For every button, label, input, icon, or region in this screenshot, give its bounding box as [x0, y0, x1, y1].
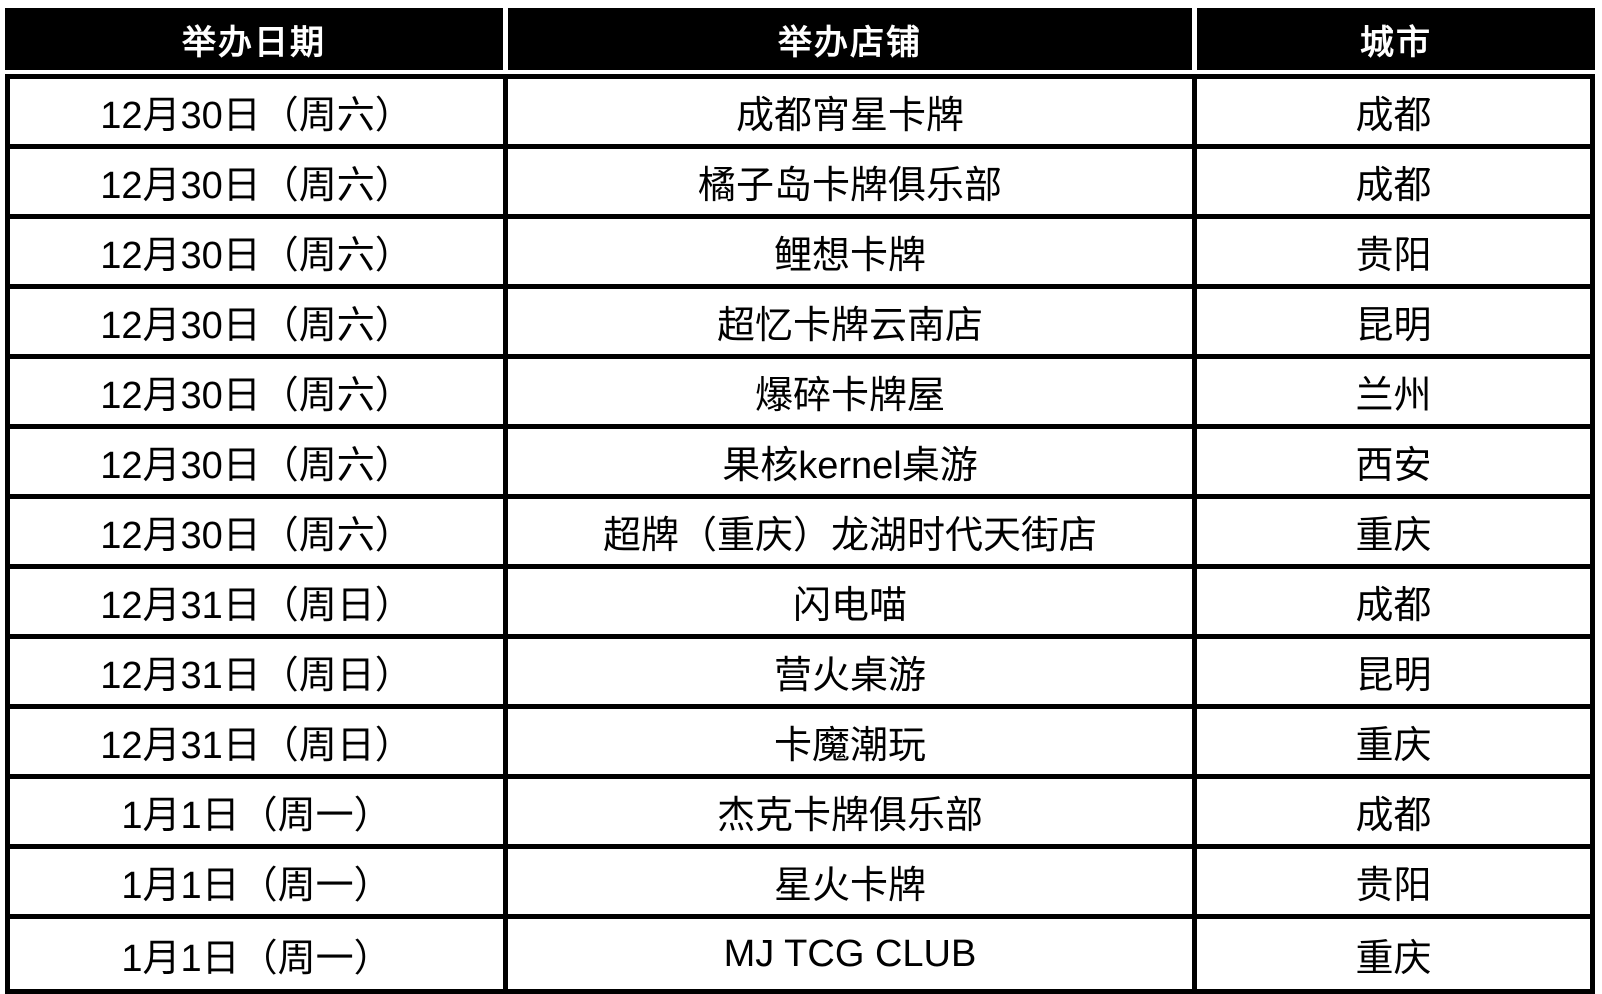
table-row: 12月30日（周六） 成都宵星卡牌 成都	[10, 79, 1590, 149]
cell-store: 成都宵星卡牌	[508, 79, 1197, 149]
cell-store: MJ TCG CLUB	[508, 919, 1197, 989]
cell-store: 星火卡牌	[508, 849, 1197, 919]
cell-city: 重庆	[1197, 709, 1590, 779]
cell-city: 成都	[1197, 569, 1590, 639]
table-row: 12月31日（周日） 营火桌游 昆明	[10, 639, 1590, 709]
cell-city: 成都	[1197, 79, 1590, 149]
cell-city: 重庆	[1197, 499, 1590, 569]
cell-store: 超牌（重庆）龙湖时代天街店	[508, 499, 1197, 569]
cell-store: 果核kernel桌游	[508, 429, 1197, 499]
cell-date: 12月31日（周日）	[10, 709, 508, 779]
cell-date: 12月30日（周六）	[10, 499, 508, 569]
cell-city: 昆明	[1197, 639, 1590, 709]
cell-date: 1月1日（周一）	[10, 849, 508, 919]
cell-date: 12月30日（周六）	[10, 359, 508, 429]
cell-date: 12月30日（周六）	[10, 79, 508, 149]
table-row: 12月31日（周日） 卡魔潮玩 重庆	[10, 709, 1590, 779]
column-header-date: 举办日期	[5, 8, 508, 70]
table-row: 12月30日（周六） 鲤想卡牌 贵阳	[10, 219, 1590, 289]
cell-city: 成都	[1197, 779, 1590, 849]
cell-date: 1月1日（周一）	[10, 919, 508, 989]
cell-city: 西安	[1197, 429, 1590, 499]
cell-store: 杰克卡牌俱乐部	[508, 779, 1197, 849]
cell-store: 闪电喵	[508, 569, 1197, 639]
cell-date: 12月30日（周六）	[10, 219, 508, 289]
cell-city: 昆明	[1197, 289, 1590, 359]
cell-store: 营火桌游	[508, 639, 1197, 709]
table-row: 12月30日（周六） 超牌（重庆）龙湖时代天街店 重庆	[10, 499, 1590, 569]
cell-store: 爆碎卡牌屋	[508, 359, 1197, 429]
cell-store: 鲤想卡牌	[508, 219, 1197, 289]
cell-city: 贵阳	[1197, 219, 1590, 289]
table-row: 12月30日（周六） 爆碎卡牌屋 兰州	[10, 359, 1590, 429]
cell-date: 12月30日（周六）	[10, 429, 508, 499]
cell-store: 卡魔潮玩	[508, 709, 1197, 779]
cell-city: 成都	[1197, 149, 1590, 219]
table-row: 1月1日（周一） 星火卡牌 贵阳	[10, 849, 1590, 919]
column-header-city: 城市	[1197, 8, 1595, 70]
cell-date: 12月30日（周六）	[10, 149, 508, 219]
cell-date: 1月1日（周一）	[10, 779, 508, 849]
table-body: 12月30日（周六） 成都宵星卡牌 成都 12月30日（周六） 橘子岛卡牌俱乐部 成都 12…	[5, 74, 1595, 994]
cell-store: 橘子岛卡牌俱乐部	[508, 149, 1197, 219]
table-header-row: 举办日期 举办店铺 城市	[5, 8, 1595, 70]
table-row: 1月1日（周一） 杰克卡牌俱乐部 成都	[10, 779, 1590, 849]
cell-city: 兰州	[1197, 359, 1590, 429]
table-row: 12月30日（周六） 橘子岛卡牌俱乐部 成都	[10, 149, 1590, 219]
cell-date: 12月31日（周日）	[10, 639, 508, 709]
cell-store: 超忆卡牌云南店	[508, 289, 1197, 359]
column-header-store: 举办店铺	[508, 8, 1197, 70]
cell-date: 12月30日（周六）	[10, 289, 508, 359]
cell-city: 重庆	[1197, 919, 1590, 989]
table-row: 12月30日（周六） 超忆卡牌云南店 昆明	[10, 289, 1590, 359]
events-table: 举办日期 举办店铺 城市 12月30日（周六） 成都宵星卡牌 成都 12月30日（周六…	[5, 8, 1595, 994]
table-row: 12月30日（周六） 果核kernel桌游 西安	[10, 429, 1590, 499]
cell-city: 贵阳	[1197, 849, 1590, 919]
table-row: 1月1日（周一） MJ TCG CLUB 重庆	[10, 919, 1590, 989]
table-row: 12月31日（周日） 闪电喵 成都	[10, 569, 1590, 639]
cell-date: 12月31日（周日）	[10, 569, 508, 639]
